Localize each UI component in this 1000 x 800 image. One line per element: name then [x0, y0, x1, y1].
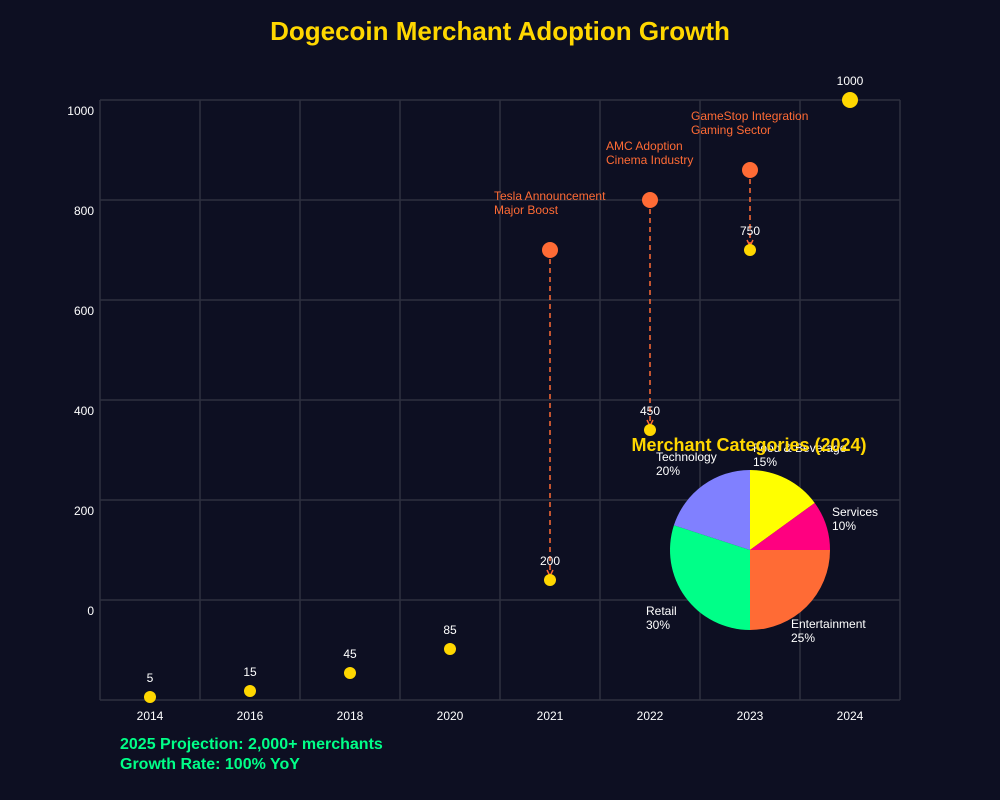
data-point: [144, 691, 156, 703]
y-tick-label: 0: [87, 604, 94, 618]
data-point: [244, 685, 256, 697]
milestone-annotation: Tesla Announcement: [494, 189, 606, 203]
milestone-marker: [742, 162, 758, 178]
chart-title: Dogecoin Merchant Adoption Growth: [270, 16, 730, 46]
data-point: [444, 643, 456, 655]
x-tick-label: 2020: [437, 709, 464, 723]
y-tick-label: 200: [74, 504, 94, 518]
milestone-annotation: Gaming Sector: [691, 123, 771, 137]
x-tick-label: 2022: [637, 709, 664, 723]
pie-slice-percent: 30%: [646, 618, 670, 632]
pie-slice-percent: 20%: [656, 464, 680, 478]
pie-slice: [750, 470, 815, 550]
data-point: [344, 667, 356, 679]
pie-slice: [670, 525, 750, 630]
x-tick-label: 2014: [137, 709, 164, 723]
data-label: 45: [343, 647, 357, 661]
data-label: 15: [243, 665, 257, 679]
milestone-marker: [542, 242, 558, 258]
pie-slice-label: Technology: [656, 450, 717, 464]
data-label: 200: [540, 554, 560, 568]
y-tick-label: 600: [74, 304, 94, 318]
pie-slice: [750, 550, 830, 630]
pie-slice-percent: 15%: [753, 455, 777, 469]
x-tick-label: 2016: [237, 709, 264, 723]
y-tick-label: 400: [74, 404, 94, 418]
data-label: 1000: [837, 74, 864, 88]
x-tick-label: 2024: [837, 709, 864, 723]
pie-slice-label: Retail: [646, 604, 677, 618]
milestone-annotation: GameStop Integration: [691, 109, 808, 123]
milestone-marker: [642, 192, 658, 208]
projection-note: 2025 Projection: 2,000+ merchants: [120, 736, 383, 753]
pie-slice-percent: 25%: [791, 631, 815, 645]
y-tick-label: 1000: [67, 104, 94, 118]
pie-slice-label: Food & Beverage: [753, 441, 847, 455]
data-point: [842, 92, 858, 108]
pie-slice: [750, 502, 830, 550]
x-tick-label: 2021: [537, 709, 564, 723]
data-point: [744, 244, 756, 256]
pie-slice-label: Services: [832, 505, 878, 519]
x-tick-label: 2018: [337, 709, 364, 723]
pie-slice: [673, 470, 750, 550]
data-label: 450: [640, 404, 660, 418]
data-label: 85: [443, 623, 457, 637]
growth-rate-note: Growth Rate: 100% YoY: [120, 756, 300, 773]
footer-notes: 2025 Projection: 2,000+ merchants Growth…: [120, 735, 383, 775]
milestone-annotation: AMC Adoption: [606, 139, 683, 153]
x-tick-label: 2023: [737, 709, 764, 723]
pie-title: Merchant Categories (2024): [631, 435, 866, 455]
data-label: 750: [740, 224, 760, 238]
pie-slice-percent: 10%: [832, 519, 856, 533]
milestone-annotation: Major Boost: [494, 203, 559, 217]
data-label: 5: [147, 671, 154, 685]
milestone-annotation: Cinema Industry: [606, 153, 693, 167]
data-point: [644, 424, 656, 436]
pie-slice-label: Entertainment: [791, 617, 866, 631]
y-tick-label: 800: [74, 204, 94, 218]
data-point: [544, 574, 556, 586]
